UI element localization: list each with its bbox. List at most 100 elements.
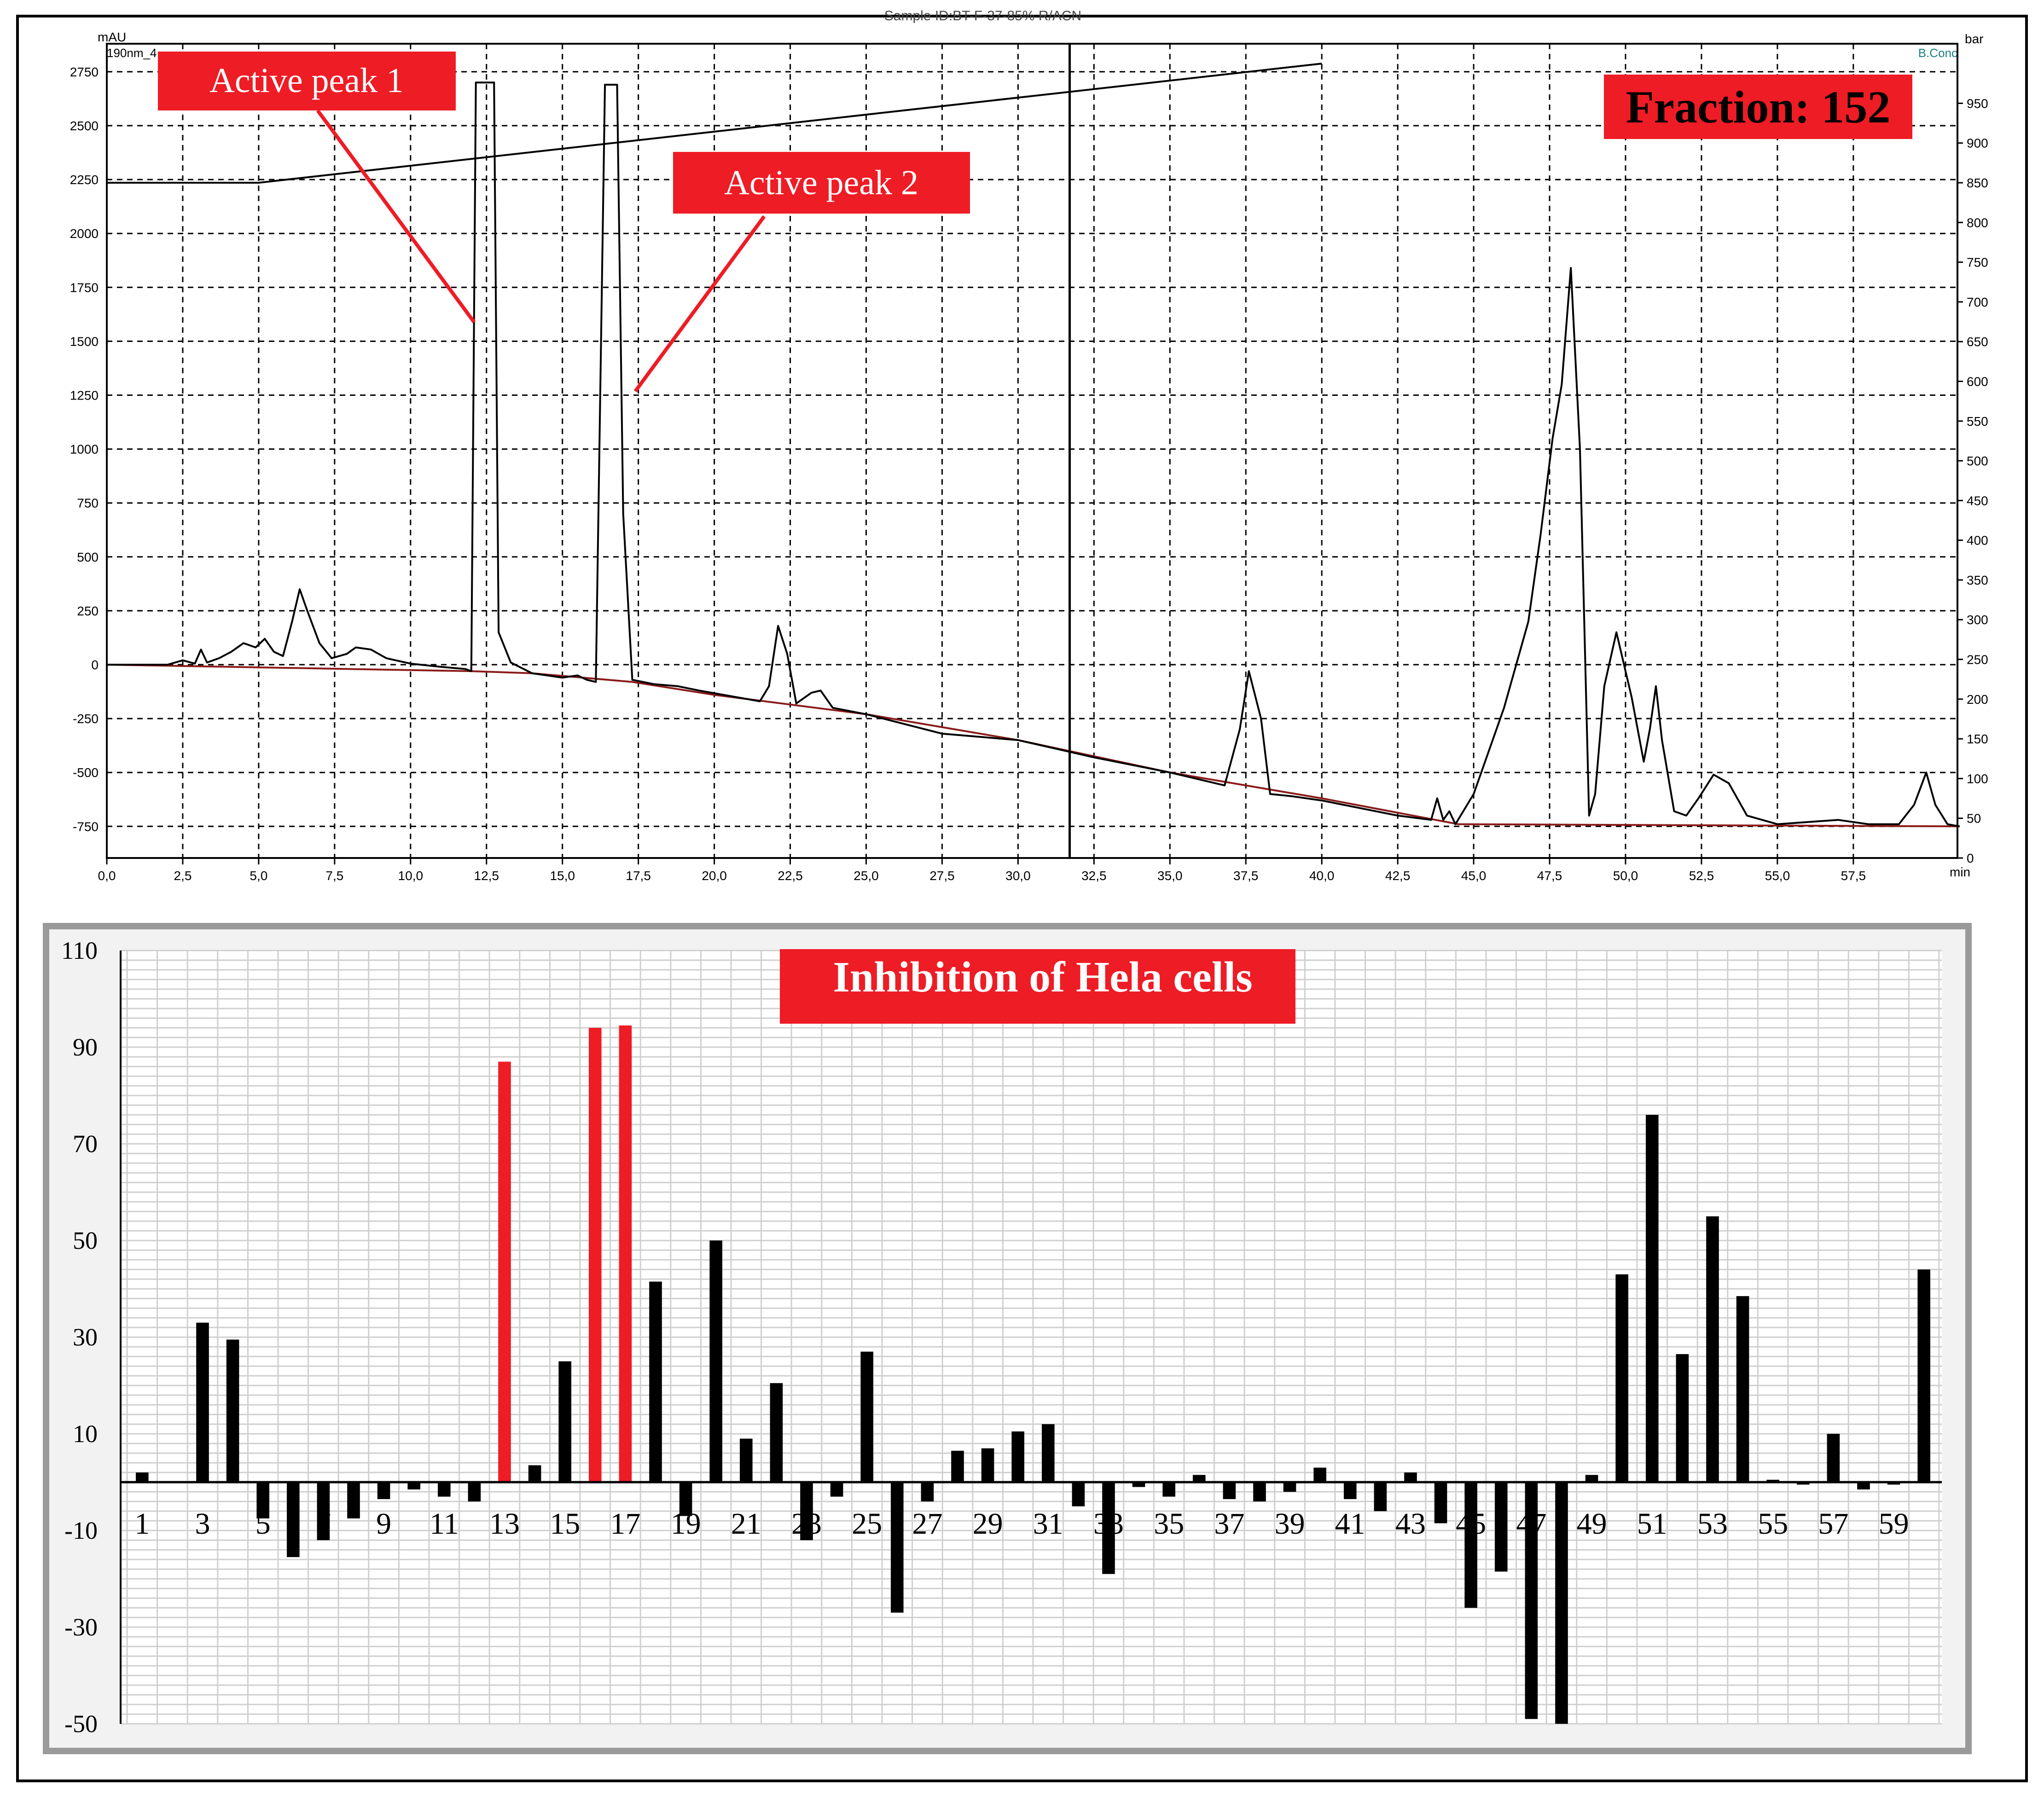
chromatogram-x-tick-label: 50,0 <box>1613 869 1638 883</box>
bar-chart-x-tick-label: 49 <box>1577 1507 1607 1541</box>
chromatogram-y2-ticks: 9509008508007507006506005505004504003503… <box>1957 96 1988 865</box>
bar-chart-x-tick-label: 13 <box>489 1507 520 1541</box>
chromatogram-y-tick-label: 2750 <box>70 65 99 79</box>
bar-chart-bars <box>136 1025 1930 1724</box>
bar-fraction-50 <box>1615 1274 1628 1482</box>
chromatogram-y2-tick-label: 800 <box>1967 215 1988 230</box>
bar-fraction-37 <box>1223 1482 1236 1499</box>
y-unit-label: mAU <box>98 30 126 44</box>
bar-fraction-40 <box>1313 1467 1326 1482</box>
chromatogram-x-tick-label: 57,5 <box>1841 869 1866 883</box>
bar-fraction-3 <box>196 1322 209 1482</box>
fraction-badge: Fraction: 152 <box>1604 75 1912 139</box>
bar-fraction-42 <box>1374 1482 1387 1511</box>
bar-fraction-38 <box>1253 1482 1266 1501</box>
bar-chart-x-tick-label: 11 <box>430 1507 459 1541</box>
bar-fraction-33 <box>1102 1482 1115 1574</box>
chromatogram-y-tick-label: -750 <box>73 819 99 834</box>
chromatogram-x-tick-label: 52,5 <box>1689 869 1714 883</box>
chromatogram-y-tick-label: -250 <box>73 712 99 726</box>
bar-chart-y-tick-label: 70 <box>73 1130 98 1158</box>
chromatogram-y2-tick-label: 50 <box>1967 812 1981 826</box>
bar-chart-x-tick-label: 5 <box>256 1507 271 1541</box>
bar-chart-x-tick-label: 19 <box>671 1507 701 1541</box>
bar-fraction-49 <box>1585 1475 1598 1483</box>
bar-chart-x-tick-label: 43 <box>1395 1507 1426 1541</box>
bar-fraction-9 <box>377 1482 390 1499</box>
chromatogram-x-tick-label: 55,0 <box>1765 869 1790 883</box>
chromatogram-y2-tick-label: 100 <box>1967 771 1988 786</box>
bar-fraction-27 <box>921 1482 934 1501</box>
bar-chart-y-tick-label: 90 <box>73 1033 98 1061</box>
bar-fraction-14 <box>528 1465 541 1483</box>
bar-chart-y-tick-label: -10 <box>64 1517 98 1544</box>
chromatogram-x-tick-label: 7,5 <box>325 869 343 883</box>
chromatogram-y2-tick-label: 700 <box>1967 295 1988 309</box>
bar-fraction-16 <box>589 1028 602 1482</box>
bar-fraction-32 <box>1072 1482 1085 1507</box>
bar-fraction-21 <box>740 1438 753 1482</box>
chromatogram-y2-tick-label: 300 <box>1967 613 1988 627</box>
bar-fraction-1 <box>136 1472 149 1482</box>
bar-fraction-15 <box>558 1361 571 1482</box>
bar-fraction-41 <box>1344 1482 1357 1499</box>
bar-chart-y-tick-label: 110 <box>61 937 98 964</box>
callout-box-1 <box>158 52 456 110</box>
chromatogram-x-tick-label: 5,0 <box>250 869 267 883</box>
chromatogram-x-tick-label: 2,5 <box>174 869 192 883</box>
chromatogram-panel: Sample ID:BT-F-37-85% R/ACN mAU 190nm_4 … <box>70 8 1988 883</box>
bar-fraction-29 <box>981 1448 994 1482</box>
bar-fraction-58 <box>1857 1482 1870 1490</box>
bar-fraction-26 <box>891 1482 904 1613</box>
chromatogram-y2-tick-label: 750 <box>1967 255 1988 270</box>
chromatogram-x-tick-label: 15,0 <box>550 869 575 883</box>
bar-fraction-53 <box>1706 1216 1719 1482</box>
bar-chart-x-tick-label: 31 <box>1033 1507 1063 1541</box>
chromatogram-y-tick-label: -500 <box>73 765 99 780</box>
bar-chart-grid <box>121 950 1942 1725</box>
bar-fraction-8 <box>347 1482 360 1519</box>
chromatogram-y-tick-label: 500 <box>77 550 99 564</box>
chromatogram-x-tick-label: 45,0 <box>1461 869 1487 883</box>
bar-fraction-23 <box>800 1482 813 1540</box>
bar-fraction-57 <box>1827 1434 1840 1482</box>
callout-connector-2 <box>633 215 766 393</box>
bar-fraction-28 <box>951 1450 964 1483</box>
chromatogram-x-tick-label: 0,0 <box>98 869 116 883</box>
chromatogram-y2-tick-label: 200 <box>1967 692 1988 707</box>
chromatogram-x-ticks: 0,0 2,5 5,0 7,5 10,0 12,5 15,0 17,5 20,0 22,5 25,0… <box>98 858 1866 883</box>
bar-fraction-43 <box>1404 1472 1417 1482</box>
bar-chart-x-tick-label: 29 <box>973 1507 1003 1541</box>
callout-text-1: Active peak 1 <box>209 61 404 100</box>
bar-fraction-48 <box>1555 1482 1568 1724</box>
bar-fraction-56 <box>1797 1482 1810 1485</box>
chromatogram-header: Sample ID:BT-F-37-85% R/ACN <box>884 8 1081 23</box>
bar-chart-x-tick-label: 23 <box>791 1507 822 1541</box>
bar-chart-x-tick-label: 15 <box>550 1507 580 1541</box>
chromatogram-axes <box>106 43 1958 859</box>
bar-chart-y-tick-label: 10 <box>73 1420 98 1448</box>
bar-fraction-54 <box>1736 1296 1749 1483</box>
chromatogram-bconc-line <box>107 63 1322 184</box>
bar-chart-x-tick-label: 27 <box>912 1507 942 1541</box>
bar-fraction-18 <box>649 1281 662 1483</box>
x-unit-label: min <box>1950 865 1970 879</box>
fraction-badge-text: Fraction: 152 <box>1626 81 1891 133</box>
callout-text-2: Active peak 2 <box>724 163 918 202</box>
bar-chart-x-ticks: 1 3 5 7 9 11 13 15 17 19 21 23 25 27 29 31 33 35 37 39 41 43 4… <box>134 1507 1909 1541</box>
chromatogram-x-tick-label: 12,5 <box>474 869 499 883</box>
bar-fraction-59 <box>1887 1482 1900 1485</box>
bar-fraction-12 <box>468 1482 481 1501</box>
bar-chart-x-tick-label: 51 <box>1637 1507 1667 1541</box>
bar-chart-x-tick-label: 17 <box>610 1507 640 1541</box>
chromatogram-x-tick-label: 47,5 <box>1537 869 1562 883</box>
bar-chart-x-tick-label: 9 <box>376 1507 391 1541</box>
bar-fraction-55 <box>1766 1479 1779 1483</box>
bar-chart-x-tick-label: 55 <box>1758 1507 1788 1541</box>
bar-chart-y-ticks: 110 90 70 50 30 10 -10 -30 -50 <box>61 937 98 1738</box>
chromatogram-y-tick-label: 250 <box>77 604 99 618</box>
bar-chart-x-tick-label: 33 <box>1093 1507 1124 1541</box>
bar-chart-x-tick-label: 21 <box>731 1507 761 1541</box>
